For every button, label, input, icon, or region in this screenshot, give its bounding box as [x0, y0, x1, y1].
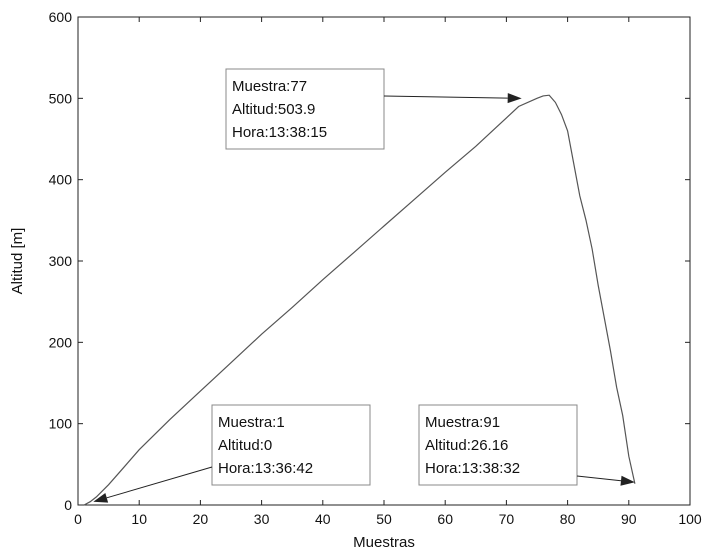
annotation-arrowhead	[507, 93, 522, 104]
x-tick-label: 50	[376, 511, 392, 527]
y-axis-label: Altitud [m]	[9, 228, 26, 295]
x-tick-label: 70	[499, 511, 515, 527]
x-tick-label: 20	[193, 511, 209, 527]
annotation-line: Altitud:0	[218, 437, 272, 454]
x-tick-label: 100	[678, 511, 702, 527]
annotation-box: Muestra:1 Altitud:0 Hora:13:36:42	[93, 404, 371, 503]
x-axis-label: Muestras	[353, 534, 415, 551]
annotation-line: Muestra:77	[232, 78, 307, 95]
x-tick-label: 60	[437, 511, 453, 527]
tick-labels: 0 10 20 30 40 50 60 70 80 90 100 0 100 200 300 400 500 60…	[49, 9, 702, 527]
annotation-box: Muestra:77 Altitud:503.9 Hora:13:38:15	[225, 68, 522, 150]
axis-ticks	[77, 16, 691, 506]
y-tick-label: 300	[49, 253, 73, 269]
y-tick-label: 0	[64, 497, 72, 513]
annotation-frame	[225, 68, 385, 150]
annotation-line: Altitud:26.16	[425, 437, 508, 454]
y-tick-label: 500	[49, 90, 73, 106]
annotation-arrowhead	[620, 475, 635, 486]
annotation-line: Muestra:1	[218, 414, 285, 431]
y-tick-label: 100	[49, 416, 73, 432]
annotation-line: Altitud:503.9	[232, 101, 315, 118]
annotation-box: Muestra:91 Altitud:26.16 Hora:13:38:32	[418, 404, 635, 486]
y-tick-label: 200	[49, 334, 73, 350]
annotation-line: Hora:13:38:15	[232, 124, 327, 141]
annotation-arrow	[576, 475, 622, 482]
annotations: Muestra:77Altitud:503.9Hora:13:38:15Mues…	[93, 68, 635, 503]
annotation-line: Muestra:91	[425, 414, 500, 431]
annotation-frame	[418, 404, 578, 486]
annotation-line: Hora:13:38:32	[425, 460, 520, 477]
x-tick-label: 30	[254, 511, 270, 527]
y-tick-label: 600	[49, 9, 73, 25]
x-tick-label: 10	[131, 511, 147, 527]
x-tick-label: 0	[74, 511, 82, 527]
x-tick-label: 90	[621, 511, 637, 527]
x-tick-label: 40	[315, 511, 331, 527]
annotation-frame	[211, 404, 371, 486]
annotation-line: Hora:13:36:42	[218, 460, 313, 477]
annotation-arrow	[106, 466, 213, 499]
y-tick-label: 400	[49, 172, 73, 188]
series-line	[83, 94, 636, 506]
annotation-arrowhead	[93, 493, 109, 503]
x-tick-label: 80	[560, 511, 576, 527]
annotation-arrow	[383, 95, 508, 99]
series-lines	[83, 94, 636, 506]
